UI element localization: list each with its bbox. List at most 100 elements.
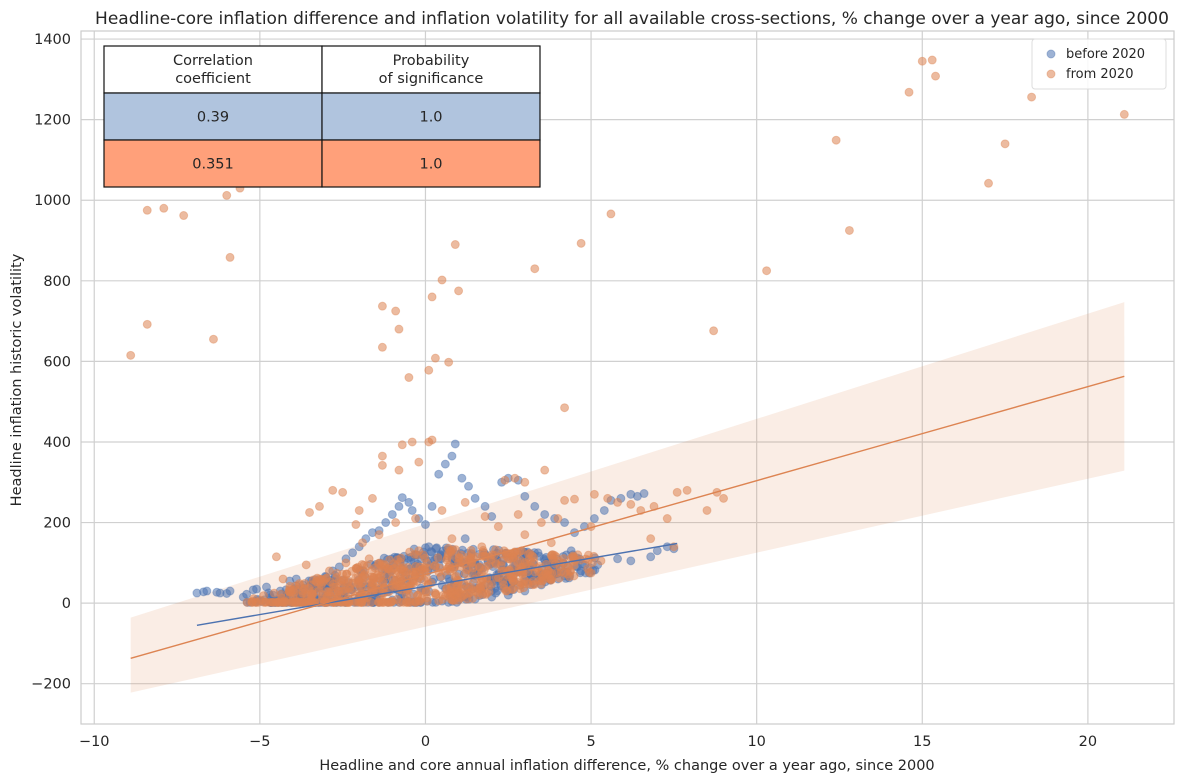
- scatter-point-from-2020: [278, 574, 288, 584]
- scatter-point-from-2020: [931, 71, 941, 81]
- x-tick-label: −10: [79, 734, 110, 750]
- scatter-point-from-2020: [466, 545, 476, 555]
- plot-area: −10 −5 0 5 10 15 20 −200 0 200 400 600 800 1000 1200 14…: [31, 30, 1175, 750]
- scatter-point-before-2020: [404, 497, 414, 507]
- scatter-point-from-2020: [589, 489, 599, 499]
- scatter-point-from-2020: [421, 587, 431, 597]
- scatter-point-before-2020: [530, 501, 540, 511]
- scatter-point-from-2020: [225, 252, 235, 262]
- table-cell-text: 0.39: [197, 110, 229, 126]
- scatter-point-from-2020: [1027, 92, 1037, 102]
- scatter-point-from-2020: [493, 522, 503, 532]
- scatter-point-before-2020: [464, 481, 474, 491]
- scatter-point-before-2020: [261, 582, 271, 592]
- scatter-point-from-2020: [525, 548, 535, 558]
- scatter-point-from-2020: [377, 559, 387, 569]
- scatter-point-from-2020: [467, 585, 477, 595]
- scatter-point-from-2020: [358, 538, 368, 548]
- scatter-point-before-2020: [424, 542, 434, 552]
- scatter-point-from-2020: [560, 495, 570, 505]
- scatter-point-from-2020: [552, 568, 562, 578]
- stats-table: Correlation coefficient Probability of sign…: [103, 45, 541, 188]
- scatter-point-from-2020: [385, 555, 395, 565]
- scatter-point-from-2020: [328, 485, 338, 495]
- y-tick-label: 600: [43, 354, 71, 370]
- scatter-point-from-2020: [414, 546, 424, 556]
- scatter-point-from-2020: [530, 264, 540, 274]
- scatter-point-from-2020: [386, 597, 396, 607]
- scatter-point-from-2020: [520, 530, 530, 540]
- scatter-point-from-2020: [374, 530, 384, 540]
- table-cell: [321, 92, 541, 141]
- scatter-point-from-2020: [314, 501, 324, 511]
- scatter-point-before-2020: [440, 459, 450, 469]
- scatter-point-from-2020: [476, 582, 486, 592]
- table-header-text: coefficient: [175, 71, 251, 87]
- scatter-point-from-2020: [762, 266, 772, 276]
- scatter-point-from-2020: [444, 357, 454, 367]
- table-cell: [321, 139, 541, 188]
- scatter-point-from-2020: [377, 301, 387, 311]
- scatter-point-before-2020: [560, 518, 570, 528]
- scatter-point-from-2020: [269, 588, 279, 598]
- scatter-point-before-2020: [540, 509, 550, 519]
- scatter-point-from-2020: [364, 554, 374, 564]
- scatter-point-from-2020: [301, 560, 311, 570]
- scatter-point-from-2020: [984, 178, 994, 188]
- scatter-point-from-2020: [702, 505, 712, 515]
- scatter-point-from-2020: [427, 435, 437, 445]
- scatter-point-from-2020: [377, 451, 387, 461]
- scatter-point-from-2020: [528, 576, 538, 586]
- scatter-point-from-2020: [480, 512, 490, 522]
- plot-frame: [80, 30, 1175, 725]
- scatter-point-from-2020: [142, 319, 152, 329]
- scatter-point-from-2020: [508, 575, 518, 585]
- scatter-point-from-2020: [606, 209, 616, 219]
- scatter-point-from-2020: [491, 558, 501, 568]
- scatter-point-from-2020: [540, 465, 550, 475]
- scatter-point-from-2020: [603, 493, 613, 503]
- scatter-point-from-2020: [348, 578, 358, 588]
- y-tick-label: 400: [43, 435, 71, 451]
- regression-line-before-2020: [196, 542, 678, 626]
- scatter-point-from-2020: [904, 87, 914, 97]
- table-cell-text: 0.351: [192, 157, 234, 173]
- scatter-point-from-2020: [831, 135, 841, 145]
- legend-box: [1031, 38, 1167, 90]
- scatter-point-from-2020: [549, 550, 559, 560]
- scatter-point-before-2020: [348, 548, 358, 558]
- scatter-point-from-2020: [573, 550, 583, 560]
- scatter-point-from-2020: [451, 545, 461, 555]
- scatter-point-before-2020: [520, 491, 530, 501]
- scatter-point-from-2020: [354, 505, 364, 515]
- scatter-point-from-2020: [537, 573, 547, 583]
- scatter-point-from-2020: [340, 584, 350, 594]
- scatter-point-before-2020: [460, 534, 470, 544]
- scatter-point-from-2020: [454, 286, 464, 296]
- scatter-point-from-2020: [377, 460, 387, 470]
- scatter-point-from-2020: [682, 485, 692, 495]
- y-tick-label: 1000: [34, 193, 71, 209]
- table-header-text: of significance: [379, 71, 484, 87]
- scatter-point-from-2020: [507, 585, 517, 595]
- scatter-point-before-2020: [381, 518, 391, 528]
- x-tick-label: 10: [747, 734, 765, 750]
- scatter-point-from-2020: [374, 566, 384, 576]
- y-tick-label: 1400: [34, 32, 71, 48]
- scatter-point-from-2020: [404, 373, 414, 382]
- scatter-point-from-2020: [430, 353, 440, 363]
- scatter-point-from-2020: [401, 571, 411, 581]
- scatter-point-from-2020: [646, 534, 656, 544]
- scatter-point-from-2020: [391, 306, 401, 316]
- scatter-point-from-2020: [536, 518, 546, 528]
- scatter-point-from-2020: [509, 559, 519, 569]
- scatter-point-from-2020: [446, 594, 456, 604]
- scatter-point-before-2020: [387, 509, 397, 519]
- table-header-text: Correlation: [173, 53, 253, 69]
- legend-label: from 2020: [1066, 67, 1133, 82]
- scatter-point-before-2020: [639, 489, 649, 499]
- scatter-point-from-2020: [365, 578, 375, 588]
- scatter-point-from-2020: [927, 55, 937, 65]
- legend-marker: [1046, 49, 1056, 59]
